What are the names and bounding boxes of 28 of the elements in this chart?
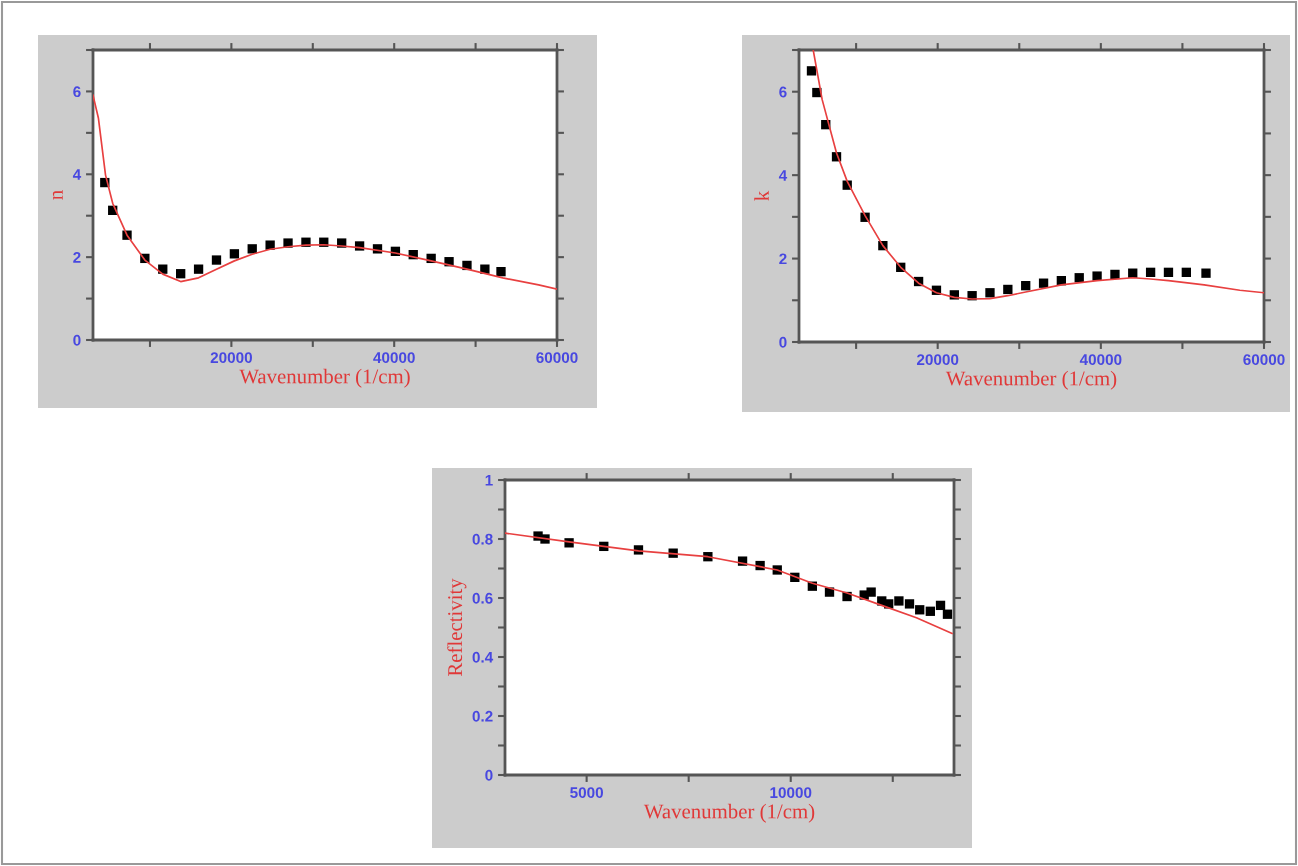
- x-axis-title: Wavenumber (1/cm): [239, 368, 410, 388]
- x-tick-label: 10000: [770, 787, 812, 799]
- y-axis-title: Reflectivity: [447, 578, 467, 677]
- x-tick-label: 60000: [536, 352, 578, 364]
- y-tick-label: 1: [485, 475, 493, 486]
- y-tick-label: 0.4: [472, 651, 494, 663]
- y-tick-label: 0: [73, 334, 81, 346]
- y-tick-label: 0.8: [472, 533, 493, 545]
- y-tick-label: 2: [73, 252, 81, 263]
- y-tick-label: 0.2: [472, 710, 493, 722]
- x-axis-title: Wavenumber (1/cm): [643, 803, 815, 823]
- x-tick-label: 20000: [916, 354, 959, 366]
- y-tick-label: 0: [779, 336, 787, 348]
- y-tick-label: 2: [779, 253, 787, 265]
- x-tick-label: 20000: [210, 352, 252, 364]
- y-tick-label: 4: [72, 169, 82, 180]
- x-tick-label: 5000: [570, 787, 604, 799]
- x-tick-label: 60000: [1243, 354, 1285, 366]
- x-tick-label: 40000: [1079, 354, 1122, 366]
- x-axis-title: Wavenumber (1/cm): [945, 370, 1117, 390]
- y-tick-label: 6: [779, 86, 787, 98]
- y-axis-title: n: [52, 190, 63, 200]
- y-tick-label: 6: [73, 86, 81, 98]
- y-tick-label: 0: [485, 769, 493, 781]
- x-tick-label: 40000: [373, 352, 415, 364]
- y-axis-title: k: [754, 190, 769, 201]
- y-tick-label: 0.6: [472, 592, 493, 604]
- y-tick-label: 4: [778, 170, 788, 181]
